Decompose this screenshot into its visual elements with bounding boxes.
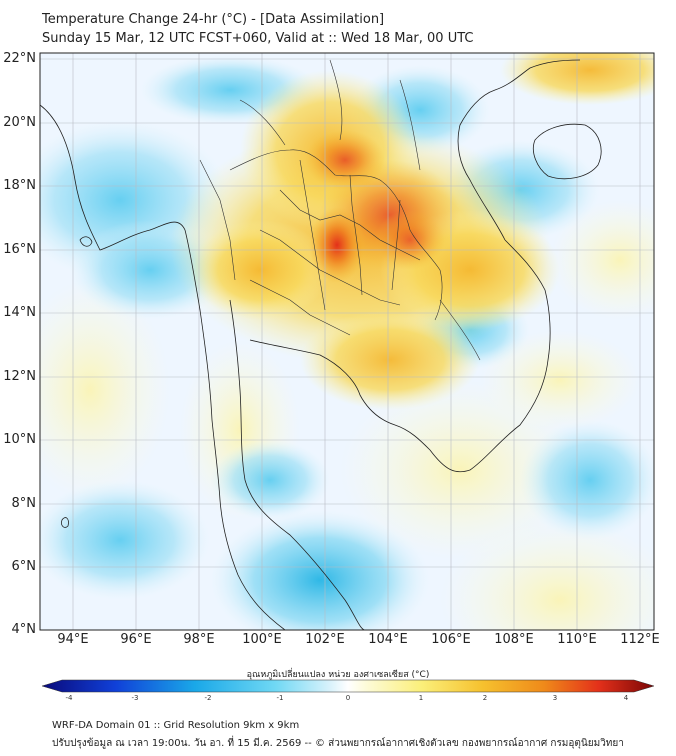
colorbar — [41, 679, 655, 693]
colorbar-tick: 4 — [623, 694, 629, 702]
colorbar-tick: 1 — [418, 694, 424, 702]
lon-label-110e: 110°E — [557, 632, 597, 647]
lon-label-94e: 94°E — [57, 632, 89, 647]
colorbar-tick: -2 — [204, 694, 212, 702]
colorbar-tick: 3 — [552, 694, 558, 702]
lon-label-96e: 96°E — [120, 632, 152, 647]
colorbar-tick: -3 — [131, 694, 139, 702]
lon-label-106e: 106°E — [431, 632, 471, 647]
map-title: Temperature Change 24-hr (°C) - [Data As… — [42, 12, 385, 27]
graticule — [40, 53, 654, 630]
colorbar-tick: -1 — [276, 694, 284, 702]
lat-label-20n: 20°N — [3, 115, 36, 130]
province-borders — [199, 59, 481, 361]
lat-label-18n: 18°N — [3, 178, 36, 193]
colorbar-tick: 2 — [482, 694, 488, 702]
map-subtitle: Sunday 15 Mar, 12 UTC FCST+060, Valid at… — [42, 31, 474, 46]
coastlines — [40, 59, 602, 630]
lat-label-6n: 6°N — [11, 559, 37, 574]
lat-label-12n: 12°N — [3, 369, 36, 384]
colorbar-label: อุณหภูมิเปลี่ยนแปลง หน่วย องศาเซลเซียส (… — [246, 670, 430, 680]
field-layer — [40, 53, 654, 630]
lon-label-104e: 104°E — [368, 632, 408, 647]
lon-label-100e: 100°E — [242, 632, 282, 647]
lon-label-98e: 98°E — [183, 632, 215, 647]
lat-label-16n: 16°N — [3, 242, 36, 257]
lon-label-102e: 102°E — [305, 632, 345, 647]
lat-label-22n: 22°N — [3, 51, 36, 66]
footer-model-info: WRF-DA Domain 01 :: Grid Resolution 9km … — [52, 720, 300, 731]
lon-label-112e: 112°E — [620, 632, 660, 647]
lat-label-4n: 4°N — [11, 622, 37, 637]
footer-credit: ปรับปรุงข้อมูล ณ เวลา 19:00น. วัน อา. ที… — [52, 738, 624, 749]
lat-label-10n: 10°N — [3, 432, 36, 447]
lon-label-108e: 108°E — [494, 632, 534, 647]
colorbar-tick: 0 — [345, 694, 351, 702]
lat-label-14n: 14°N — [3, 305, 36, 320]
colorbar-tick: -4 — [65, 694, 73, 702]
lat-label-8n: 8°N — [11, 496, 37, 511]
